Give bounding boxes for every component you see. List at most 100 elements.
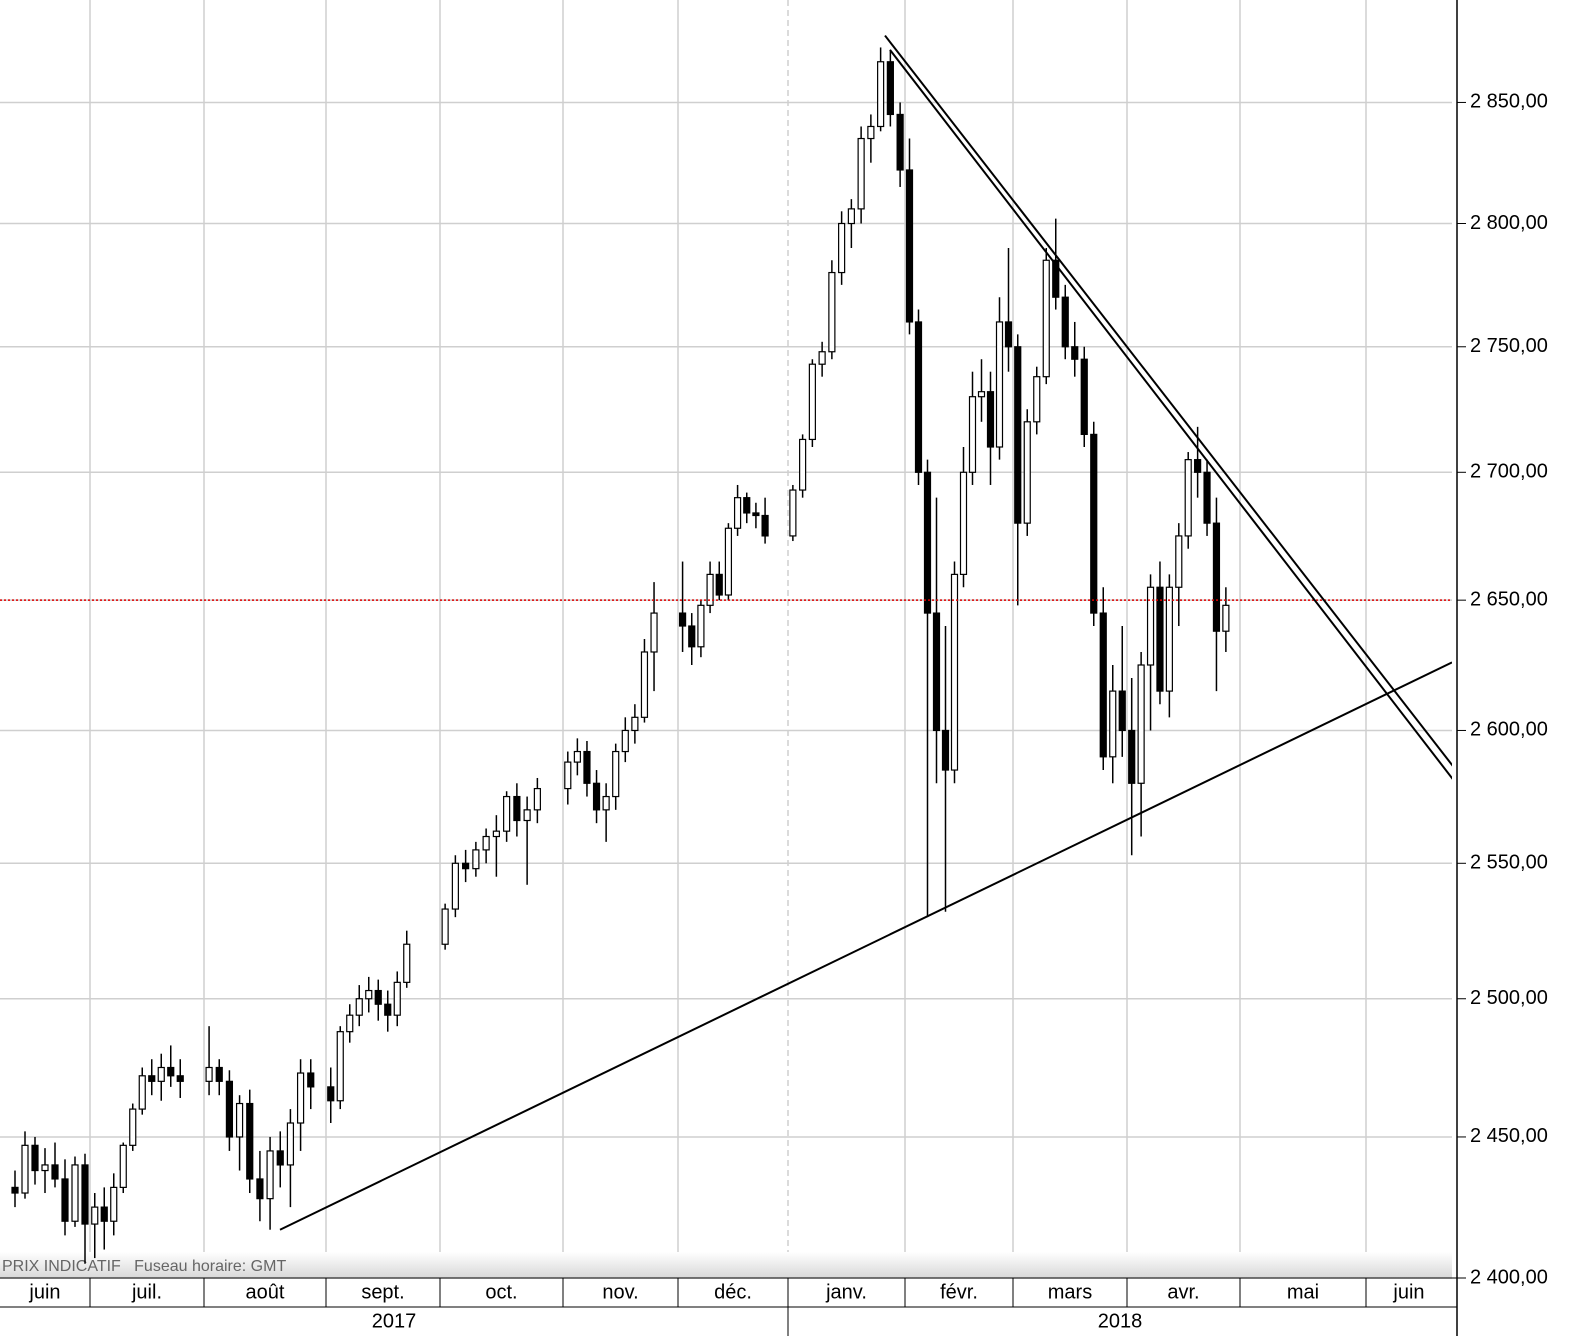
- candle-body: [91, 1206, 99, 1225]
- x-tick-label: juin: [1392, 1281, 1424, 1303]
- candle-body: [583, 750, 591, 784]
- x-tick-label: sept.: [361, 1281, 404, 1303]
- candle-body: [51, 1164, 59, 1180]
- x-tick-label: oct.: [485, 1281, 517, 1303]
- note-band: [0, 1252, 1452, 1278]
- candle-body: [1203, 471, 1211, 524]
- candle-body: [1004, 321, 1013, 348]
- candle-body: [374, 989, 382, 1005]
- candle-body: [857, 137, 865, 210]
- candle-body: [225, 1080, 234, 1138]
- candle-body: [896, 113, 904, 171]
- candle-body: [365, 989, 373, 1000]
- candle-body: [100, 1206, 108, 1222]
- candle-body: [176, 1075, 184, 1082]
- candle-body: [1137, 664, 1145, 784]
- candle-body: [119, 1144, 127, 1188]
- candle-body: [235, 1102, 244, 1138]
- candle-body: [1212, 522, 1221, 632]
- candle-body: [11, 1186, 19, 1194]
- x-tick-label: févr.: [940, 1281, 978, 1303]
- candle-body: [650, 612, 658, 653]
- trendline: [884, 34, 1452, 767]
- candle-body: [867, 125, 875, 140]
- candle-body: [1128, 729, 1136, 784]
- candle-body: [472, 849, 480, 870]
- trendline: [889, 49, 1452, 780]
- candle-body: [1175, 535, 1183, 588]
- candle-body: [1023, 421, 1031, 524]
- candle-body: [1090, 433, 1098, 614]
- year-label: 2017: [372, 1310, 417, 1332]
- candle-body: [1052, 259, 1060, 298]
- candle-body: [167, 1066, 175, 1077]
- candle-body: [697, 604, 705, 648]
- y-tick-label: 2 700,00: [1470, 461, 1548, 483]
- candle-body: [968, 396, 977, 473]
- y-tick-label: 2 550,00: [1470, 852, 1548, 874]
- candle-body: [215, 1066, 223, 1082]
- candle-body: [129, 1108, 137, 1146]
- candle-body: [838, 222, 846, 274]
- x-tick-label: juil.: [131, 1281, 162, 1303]
- x-tick-label: mai: [1287, 1281, 1319, 1303]
- candle-body: [602, 795, 610, 811]
- candle-body: [533, 787, 541, 811]
- candle-body: [41, 1164, 49, 1172]
- candle-body: [761, 514, 769, 537]
- candle-body: [110, 1186, 118, 1222]
- trendline: [279, 661, 1452, 1231]
- candle-body: [1061, 296, 1069, 348]
- y-tick-label: 2 650,00: [1470, 588, 1548, 610]
- plot-area: [0, 34, 1452, 1264]
- candle-body: [828, 271, 836, 353]
- candle-body: [1014, 346, 1022, 524]
- candle-body: [631, 716, 639, 732]
- candle-body: [393, 981, 401, 1016]
- candle-body: [808, 363, 816, 441]
- candle-body: [1184, 459, 1192, 537]
- candle-body: [743, 497, 751, 514]
- y-tick-label: 2 850,00: [1470, 91, 1548, 113]
- candle-body: [296, 1072, 305, 1124]
- candle-body: [1222, 604, 1230, 632]
- candle-body: [256, 1178, 264, 1200]
- candle-body: [1080, 358, 1088, 435]
- y-tick-label: 2 500,00: [1470, 987, 1548, 1009]
- candle-body: [31, 1144, 39, 1172]
- candle-body: [986, 391, 995, 448]
- candle-body: [573, 750, 581, 763]
- candle-body: [914, 321, 923, 473]
- candle-body: [592, 782, 601, 811]
- candle-body: [1099, 612, 1107, 758]
- candle-body: [276, 1150, 284, 1166]
- candle-body: [799, 438, 807, 491]
- candle-body: [752, 512, 760, 517]
- candle-body: [715, 573, 723, 596]
- candle-body: [789, 489, 797, 537]
- candle-body: [462, 862, 470, 870]
- candle-body: [355, 998, 363, 1016]
- candle-body: [1194, 459, 1202, 473]
- candle-body: [950, 573, 959, 771]
- candle-body: [1165, 586, 1173, 692]
- candle-body: [995, 321, 1004, 448]
- x-tick-label: avr.: [1167, 1281, 1199, 1303]
- candle-body: [451, 862, 459, 910]
- candle-body: [346, 1014, 354, 1033]
- candle-body: [266, 1150, 274, 1200]
- candle-body: [733, 497, 742, 529]
- candle-body: [148, 1075, 156, 1082]
- candle-body: [688, 625, 696, 648]
- note: PRIX INDICATIF Fuseau horaire: GMT: [2, 1258, 286, 1275]
- candle-body: [513, 795, 521, 822]
- candle-body: [61, 1178, 69, 1222]
- candle-body: [205, 1066, 213, 1082]
- candle-body: [1042, 259, 1050, 378]
- x-tick-label: janv.: [825, 1281, 867, 1303]
- candle-body: [959, 471, 968, 575]
- candle-body: [157, 1066, 165, 1082]
- candle-body: [847, 208, 855, 225]
